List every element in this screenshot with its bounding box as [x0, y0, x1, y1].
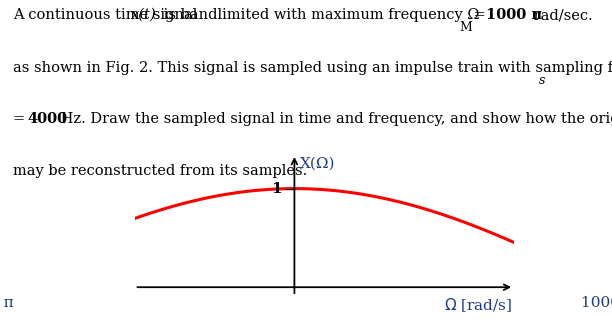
- Text: A continuous time signal: A continuous time signal: [13, 8, 203, 22]
- Text: x(t): x(t): [131, 8, 157, 22]
- Text: 1000 π: 1000 π: [486, 8, 542, 22]
- Text: as shown in Fig. 2. This signal is sampled using an impulse train with sampling : as shown in Fig. 2. This signal is sampl…: [13, 61, 612, 75]
- Text: is bandlimited with maximum frequency Ω: is bandlimited with maximum frequency Ω: [159, 8, 480, 22]
- Text: −1000 π: −1000 π: [0, 296, 14, 310]
- Text: =: =: [13, 112, 30, 126]
- Text: M: M: [460, 21, 472, 34]
- Text: rad/sec.: rad/sec.: [529, 8, 593, 22]
- Text: X(Ω): X(Ω): [300, 157, 336, 171]
- Text: s: s: [539, 74, 545, 87]
- Text: =: =: [469, 8, 490, 22]
- Text: 4000: 4000: [27, 112, 67, 126]
- Text: $\Omega$ [rad/s]: $\Omega$ [rad/s]: [444, 296, 512, 314]
- Text: may be reconstructed from its samples.: may be reconstructed from its samples.: [13, 164, 308, 178]
- Text: 1000 π: 1000 π: [581, 296, 612, 310]
- Text: Hz. Draw the sampled signal in time and frequency, and show how the original sig: Hz. Draw the sampled signal in time and …: [56, 112, 612, 126]
- Text: 1: 1: [271, 182, 282, 195]
